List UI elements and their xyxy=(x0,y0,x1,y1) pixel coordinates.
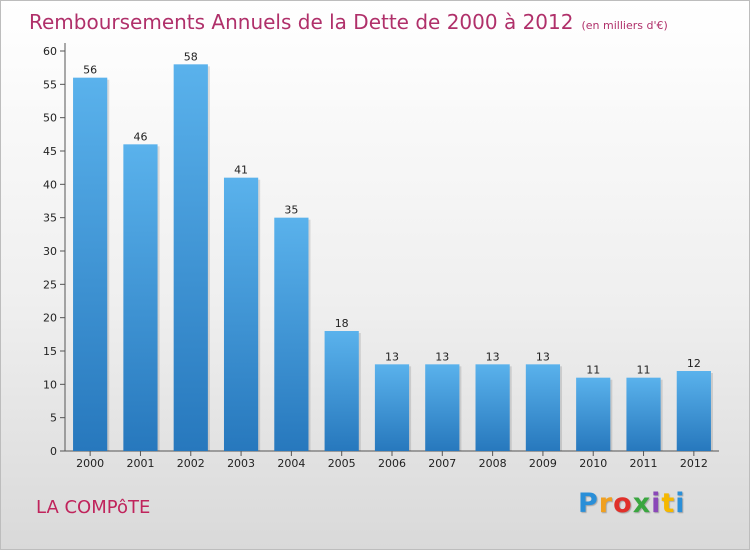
data-label: 41 xyxy=(234,164,248,177)
logo-letter: t xyxy=(661,488,676,519)
bar-2008 xyxy=(475,364,510,451)
chart-subtitle: (en milliers d'€) xyxy=(581,19,668,32)
logo-letter: P xyxy=(578,488,599,519)
bar-2000 xyxy=(73,77,108,452)
y-tick-label: 40 xyxy=(43,178,57,191)
x-tick-label: 2011 xyxy=(630,457,658,470)
logo-letter: x xyxy=(632,488,652,519)
bar-2012 xyxy=(676,371,711,451)
data-label: 12 xyxy=(687,357,701,370)
y-tick-label: 10 xyxy=(43,378,57,391)
commune-name: LA COMPôTE xyxy=(36,497,151,518)
x-tick-label: 2003 xyxy=(227,457,255,470)
logo-letter: r xyxy=(598,488,614,519)
y-tick-label: 35 xyxy=(43,212,57,225)
bar-2002 xyxy=(173,64,208,452)
y-tick-label: 25 xyxy=(43,278,57,291)
x-tick-label: 2009 xyxy=(529,457,557,470)
data-label: 13 xyxy=(486,350,500,363)
x-tick-label: 2001 xyxy=(126,457,154,470)
x-tick-label: 2010 xyxy=(579,457,607,470)
y-tick-label: 15 xyxy=(43,345,57,358)
chart-title: Remboursements Annuels de la Dette de 20… xyxy=(29,10,668,34)
data-label: 13 xyxy=(385,350,399,363)
data-label: 56 xyxy=(83,64,97,77)
data-label: 35 xyxy=(284,204,298,217)
y-tick-label: 55 xyxy=(43,78,57,91)
bar-2003 xyxy=(223,177,259,451)
chart-title-text: Remboursements Annuels de la Dette de 20… xyxy=(29,10,574,34)
data-label: 11 xyxy=(586,364,600,377)
logo-letter: i xyxy=(651,488,662,519)
x-tick-label: 2006 xyxy=(378,457,406,470)
data-label: 13 xyxy=(435,350,449,363)
logo-letter: o xyxy=(613,488,633,519)
y-tick-label: 5 xyxy=(50,412,57,425)
bar-2007 xyxy=(425,364,460,451)
x-tick-label: 2007 xyxy=(428,457,456,470)
bar-2009 xyxy=(525,364,561,451)
data-label: 13 xyxy=(536,350,550,363)
y-tick-label: 20 xyxy=(43,312,57,325)
y-tick-label: 50 xyxy=(43,112,57,125)
data-label: 11 xyxy=(637,364,651,377)
x-tick-label: 2002 xyxy=(177,457,205,470)
x-tick-label: 2005 xyxy=(328,457,356,470)
logo-letter: i xyxy=(675,488,686,519)
y-tick-label: 0 xyxy=(50,445,57,458)
x-tick-label: 2008 xyxy=(479,457,507,470)
data-label: 46 xyxy=(133,130,147,143)
bar-2004 xyxy=(274,217,309,451)
data-label: 18 xyxy=(335,317,349,330)
y-tick-label: 30 xyxy=(43,245,57,258)
bar-2011 xyxy=(626,377,661,451)
x-tick-label: 2000 xyxy=(76,457,104,470)
bar-2001 xyxy=(123,144,158,452)
proxiti-logo: Proxiti xyxy=(578,488,686,519)
x-tick-label: 2012 xyxy=(680,457,708,470)
y-tick-label: 60 xyxy=(43,45,57,58)
y-tick-label: 45 xyxy=(43,145,57,158)
x-tick-label: 2004 xyxy=(277,457,305,470)
bar-2010 xyxy=(576,377,611,451)
bar-2006 xyxy=(374,364,410,451)
data-label: 58 xyxy=(184,50,198,63)
bar-2005 xyxy=(324,331,359,451)
